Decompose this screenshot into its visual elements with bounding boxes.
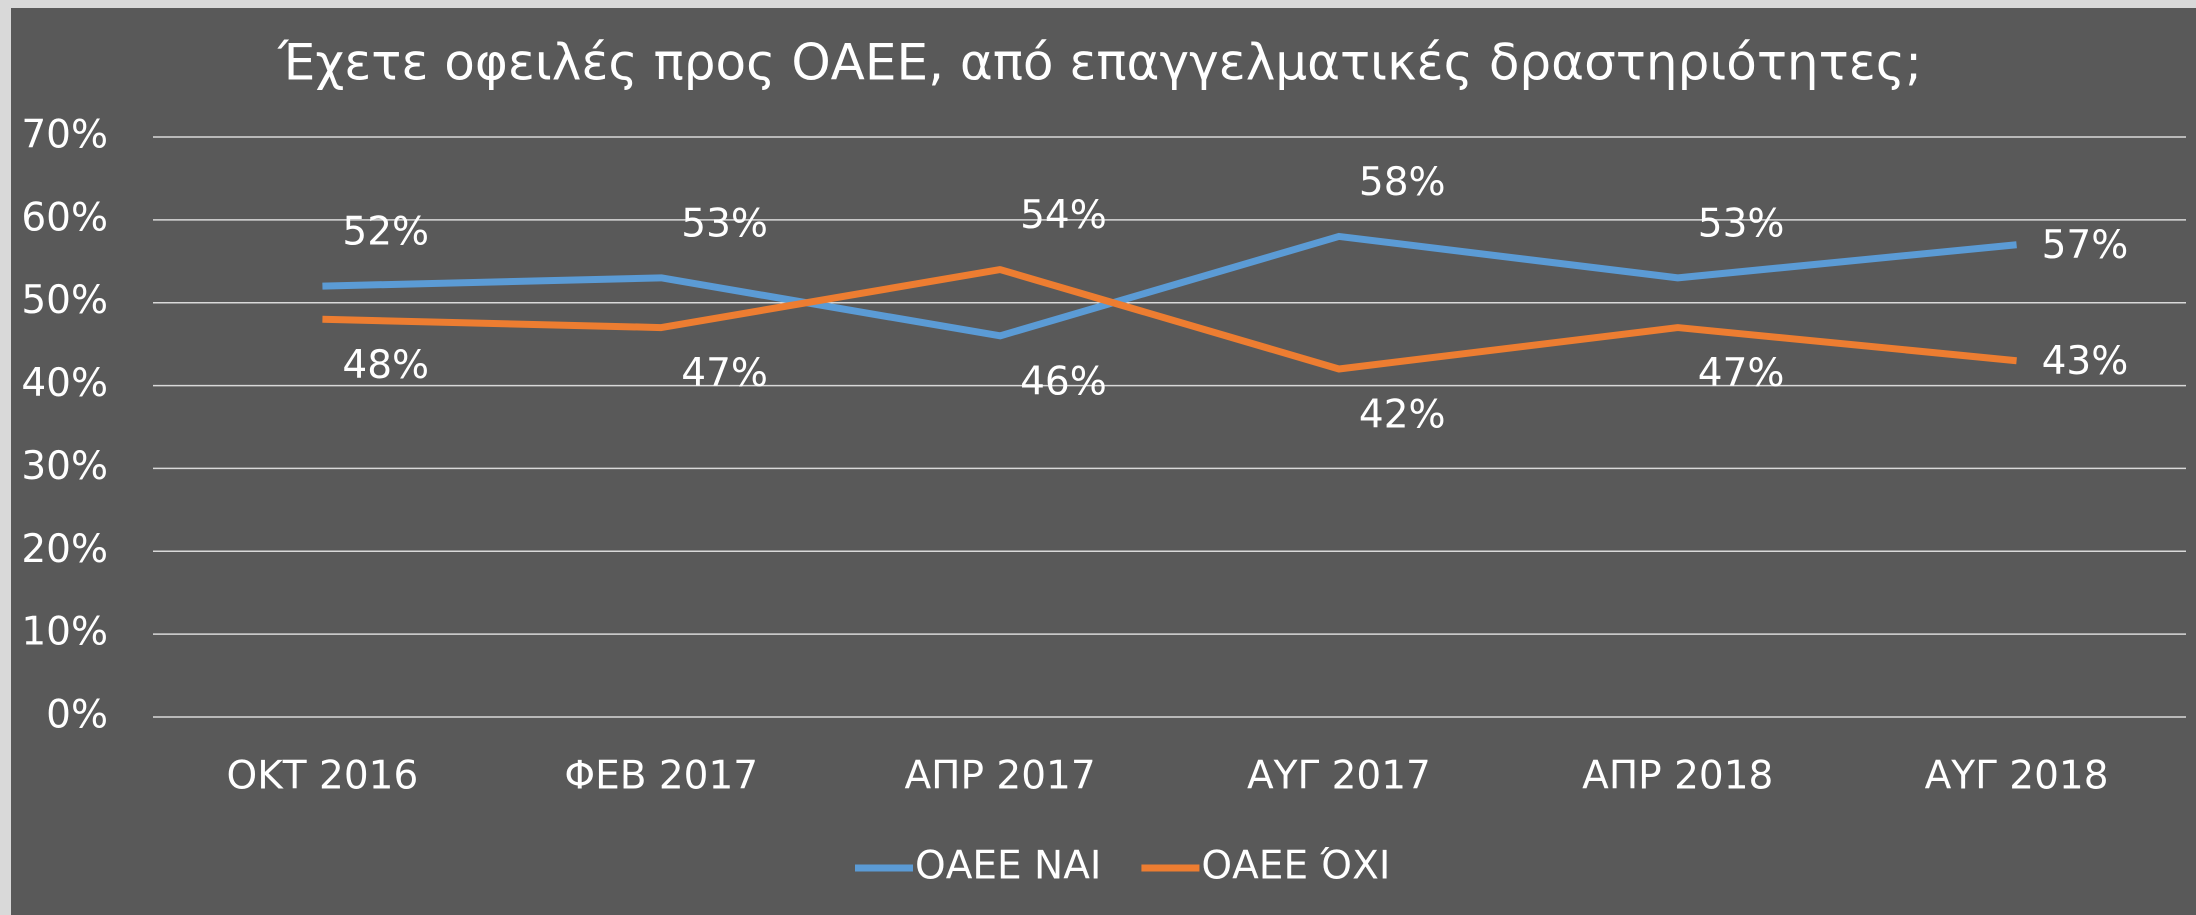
data-label: 57% [2042, 223, 2129, 268]
series-line [322, 266, 2017, 373]
y-tick-label: 40% [21, 361, 108, 406]
data-label: 53% [681, 201, 768, 246]
data-label: 42% [1359, 393, 1446, 438]
x-tick-label: ΑΠΡ 2017 [904, 754, 1095, 799]
data-label: 53% [1698, 201, 1785, 246]
data-label: 52% [342, 210, 429, 255]
chart-title: Έχετε οφειλές προς ΟΑΕΕ, από επαγγελματι… [277, 34, 1922, 92]
data-label: 43% [2042, 339, 2129, 384]
data-label: 58% [1359, 160, 1446, 205]
x-tick-label: ΦΕΒ 2017 [564, 754, 758, 799]
y-tick-label: 70% [21, 113, 108, 158]
x-tick-label: ΑΠΡ 2018 [1582, 754, 1773, 799]
data-label: 46% [1020, 359, 1107, 404]
y-tick-label: 0% [46, 693, 108, 738]
data-label: 48% [342, 343, 429, 388]
chart-background [11, 8, 2196, 915]
x-tick-label: ΑΥΓ 2017 [1247, 754, 1431, 799]
data-label: 54% [1020, 193, 1107, 238]
y-tick-label: 60% [21, 195, 108, 240]
x-tick-label: ΟΚΤ 2016 [227, 754, 419, 799]
y-tick-label: 50% [21, 278, 108, 323]
data-label: 47% [1698, 351, 1785, 396]
legend-label: ΟΑΕΕ ΌΧΙ [1201, 844, 1390, 889]
y-tick-label: 30% [21, 444, 108, 489]
legend-label: ΟΑΕΕ ΝΑΙ [915, 844, 1101, 889]
series-line [322, 232, 2017, 340]
x-tick-label: ΑΥΓ 2018 [1925, 754, 2109, 799]
data-label: 47% [681, 351, 768, 396]
y-tick-label: 20% [21, 527, 108, 572]
y-tick-label: 10% [21, 610, 108, 655]
